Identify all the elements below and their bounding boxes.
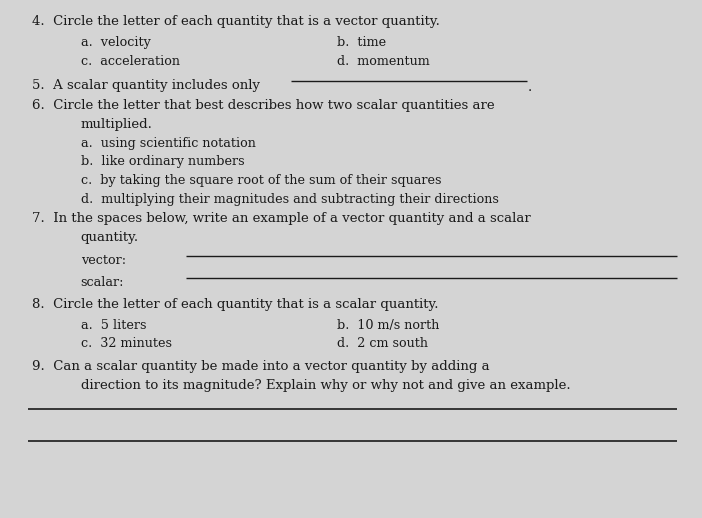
Text: vector:: vector: — [81, 254, 126, 267]
Text: a.  5 liters: a. 5 liters — [81, 319, 146, 332]
Text: .: . — [528, 81, 532, 94]
Text: d.  multiplying their magnitudes and subtracting their directions: d. multiplying their magnitudes and subt… — [81, 193, 498, 206]
Text: 4.  Circle the letter of each quantity that is a vector quantity.: 4. Circle the letter of each quantity th… — [32, 15, 439, 27]
Text: b.  like ordinary numbers: b. like ordinary numbers — [81, 155, 244, 168]
Text: c.  32 minutes: c. 32 minutes — [81, 337, 172, 350]
Text: c.  by taking the square root of the sum of their squares: c. by taking the square root of the sum … — [81, 174, 442, 187]
Text: c.  acceleration: c. acceleration — [81, 55, 180, 68]
Text: b.  10 m/s north: b. 10 m/s north — [337, 319, 439, 332]
Text: d.  2 cm south: d. 2 cm south — [337, 337, 428, 350]
Text: a.  velocity: a. velocity — [81, 36, 151, 49]
Text: direction to its magnitude? Explain why or why not and give an example.: direction to its magnitude? Explain why … — [81, 379, 570, 392]
Text: quantity.: quantity. — [81, 231, 139, 244]
Text: 6.  Circle the letter that best describes how two scalar quantities are: 6. Circle the letter that best describes… — [32, 99, 494, 112]
Text: b.  time: b. time — [337, 36, 386, 49]
Text: d.  momentum: d. momentum — [337, 55, 430, 68]
Text: 8.  Circle the letter of each quantity that is a scalar quantity.: 8. Circle the letter of each quantity th… — [32, 298, 438, 311]
Text: a.  using scientific notation: a. using scientific notation — [81, 137, 256, 150]
Text: 5.  A scalar quantity includes only: 5. A scalar quantity includes only — [32, 79, 260, 92]
Text: 9.  Can a scalar quantity be made into a vector quantity by adding a: 9. Can a scalar quantity be made into a … — [32, 360, 489, 373]
Text: 7.  In the spaces below, write an example of a vector quantity and a scalar: 7. In the spaces below, write an example… — [32, 212, 530, 225]
Text: scalar:: scalar: — [81, 276, 124, 289]
Text: multiplied.: multiplied. — [81, 118, 152, 131]
